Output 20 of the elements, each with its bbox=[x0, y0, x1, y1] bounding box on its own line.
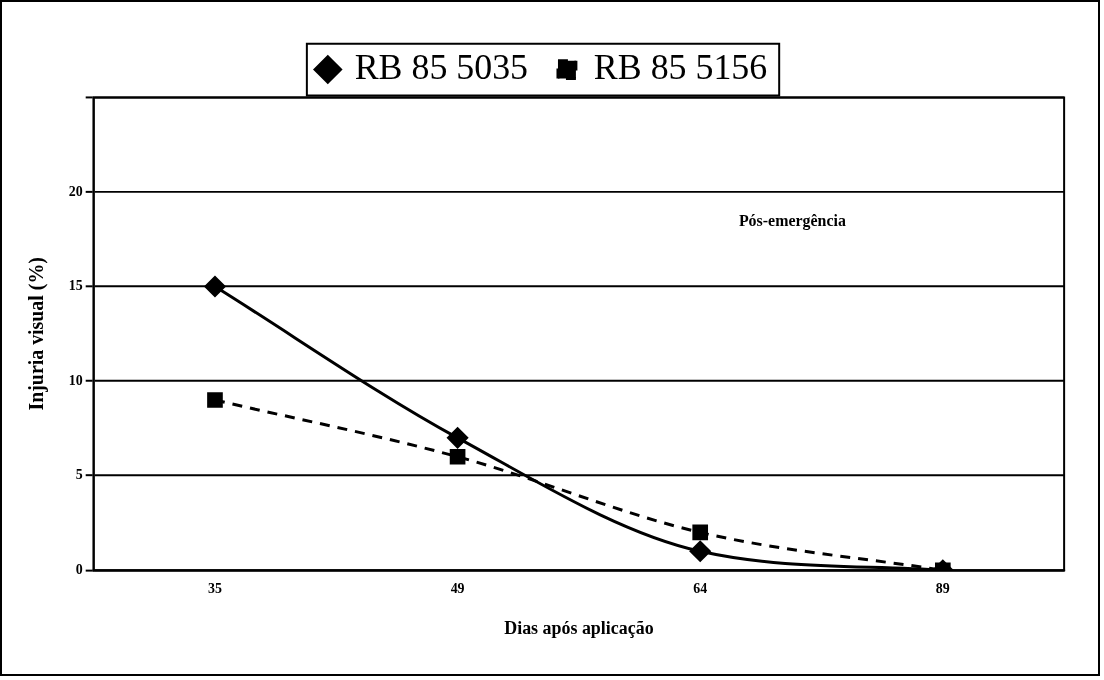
point bbox=[207, 392, 223, 408]
x-axis-title: Dias após aplicação bbox=[504, 618, 654, 639]
y-axis-title: Injuria visual (%) bbox=[25, 257, 49, 411]
point bbox=[204, 276, 226, 297]
x-tick-label: 89 bbox=[935, 581, 950, 597]
legend-label: RB 85 5156 bbox=[593, 47, 768, 87]
y-tick-label: 5 bbox=[75, 467, 83, 483]
y-tick-label: 20 bbox=[68, 183, 83, 199]
x-tick-label: 49 bbox=[450, 581, 465, 597]
point bbox=[449, 448, 466, 465]
x-tick-label: 64 bbox=[693, 581, 708, 597]
y-tick-label: 0 bbox=[75, 561, 83, 577]
point bbox=[689, 540, 711, 562]
point bbox=[447, 427, 469, 449]
legend-label: RB 85 5035 bbox=[354, 47, 529, 87]
y-tick-label: 10 bbox=[68, 372, 83, 388]
point bbox=[692, 524, 709, 541]
x-tick-label: 35 bbox=[208, 581, 222, 597]
annotation: Pós-emergência bbox=[738, 211, 846, 230]
y-tick-label: 15 bbox=[68, 278, 83, 294]
